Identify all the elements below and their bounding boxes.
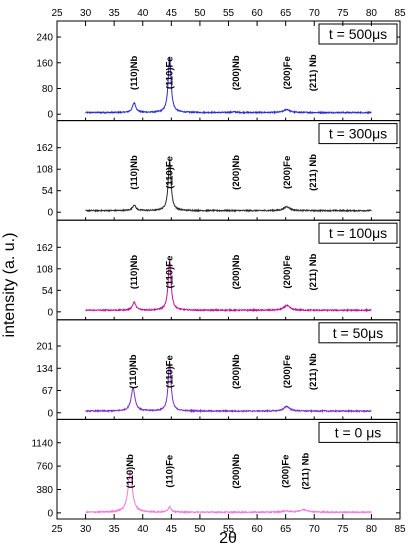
x-tick-label-bottom: 45 xyxy=(166,524,178,535)
peak-annotation: (110)Nb xyxy=(128,354,139,389)
x-tick-label-top: 30 xyxy=(80,8,92,19)
panel-1: 0 54 108 162 (110)Nb (110)Fe (200)Nb (200)Fe (21… xyxy=(36,120,401,221)
x-tick-label-top: 80 xyxy=(366,8,378,19)
peak-annotation: (200)Fe xyxy=(282,56,293,89)
x-axis: 25 25 30 30 35 35 40 40 45 45 50 50 55 55 60 60 65 65 70 70… xyxy=(51,8,406,535)
peak-annotation: (211) Nb xyxy=(308,54,319,91)
x-tick-label-top: 50 xyxy=(194,8,206,19)
y-tick-label: 162 xyxy=(36,243,53,254)
peak-annotation: (110)Nb xyxy=(129,255,140,290)
time-label: t = 500μs xyxy=(329,26,387,42)
panel-3: 0 67 134 201 (110)Nb (110)Fe (200)Nb (200)Fe (21… xyxy=(36,319,401,420)
peak-annotation: (211) Nb xyxy=(308,353,319,390)
peak-annotation: (200)Fe xyxy=(282,355,293,388)
x-tick-label-bottom: 80 xyxy=(366,524,378,535)
peak-annotation: (110)Nb xyxy=(125,454,136,489)
y-axis-label: intensity (a. u.) xyxy=(1,233,18,338)
y-tick-label: 201 xyxy=(36,342,53,353)
spectrum-line xyxy=(85,56,372,115)
x-tick-label-top: 40 xyxy=(137,8,149,19)
peak-annotation: (110)Nb xyxy=(129,55,140,90)
time-label-box xyxy=(318,123,398,145)
x-tick-label-bottom: 40 xyxy=(137,524,149,535)
time-label: t = 300μs xyxy=(329,126,387,142)
peak-annotation: (110)Fe xyxy=(165,156,176,189)
y-tick-label: 108 xyxy=(36,165,53,176)
x-tick-label-bottom: 30 xyxy=(80,524,92,535)
x-tick-label-top: 85 xyxy=(394,8,406,19)
peak-annotation: (200)Fe xyxy=(282,156,293,189)
peak-annotation: (200)Nb xyxy=(231,155,242,190)
y-tick-label: 160 xyxy=(36,58,53,69)
time-label-box xyxy=(318,421,398,443)
x-tick-label-bottom: 25 xyxy=(51,524,63,535)
peak-annotation: (200)Nb xyxy=(231,354,242,389)
time-label: t = 100μs xyxy=(329,225,387,241)
peak-annotation: (110)Fe xyxy=(165,256,176,289)
peak-annotation: (200)Nb xyxy=(231,254,242,289)
x-tick-label-bottom: 70 xyxy=(309,524,321,535)
y-tick-label: 134 xyxy=(36,364,53,375)
x-tick-label-top: 65 xyxy=(280,8,292,19)
time-label-box xyxy=(318,23,398,45)
y-tick-label: 108 xyxy=(36,264,53,275)
y-tick-label: 54 xyxy=(42,286,54,297)
panel-4: 0 380 760 1140 (110)Nb (110)Fe (200)Nb (200)Fe (… xyxy=(31,418,401,520)
x-tick-label-bottom: 65 xyxy=(280,524,292,535)
x-tick-label-top: 35 xyxy=(109,8,121,19)
y-tick-label: 0 xyxy=(47,408,53,419)
peak-annotation: (200)Fe xyxy=(282,255,293,288)
spectrum-line xyxy=(85,260,372,313)
x-tick-label-top: 60 xyxy=(252,8,264,19)
y-tick-label: 0 xyxy=(47,208,53,219)
x-tick-label-top: 55 xyxy=(223,8,235,19)
spectrum-line xyxy=(85,362,372,414)
y-tick-label: 0 xyxy=(47,110,53,121)
y-tick-label: 760 xyxy=(36,462,53,473)
spectrum-line xyxy=(85,160,372,213)
peak-annotation: (110)Fe xyxy=(165,455,176,488)
x-tick-label-bottom: 75 xyxy=(337,524,349,535)
peak-annotation: (110)Nb xyxy=(129,155,140,190)
x-tick-label-top: 75 xyxy=(337,8,349,19)
panel-2: 0 54 108 162 (110)Nb (110)Fe (200)Nb (200)Fe (21… xyxy=(36,219,401,321)
panels-group: 0 80 160 240 (110)Nb (110)Fe (200)Nb (200)Fe (21… xyxy=(31,20,401,520)
x-tick-label-top: 25 xyxy=(51,8,63,19)
peak-annotation: (110)Fe xyxy=(165,355,176,388)
x-tick-label-top: 70 xyxy=(309,8,321,19)
y-tick-label: 380 xyxy=(36,485,53,496)
y-tick-label: 240 xyxy=(36,33,53,44)
time-label: t = 50μs xyxy=(333,325,383,341)
time-label-box xyxy=(318,222,398,244)
peak-annotation: (200)Fe xyxy=(281,455,292,488)
x-tick-label-top: 45 xyxy=(166,8,178,19)
x-tick-label-bottom: 50 xyxy=(194,524,206,535)
x-tick-label-bottom: 85 xyxy=(394,524,406,535)
time-label: t = 0 μs xyxy=(335,424,382,440)
peak-annotation: (200)Nb xyxy=(231,454,242,489)
y-tick-label: 0 xyxy=(47,508,53,519)
spectrum-line xyxy=(85,470,372,515)
time-label-box xyxy=(318,322,398,344)
peak-annotation: (110)Fe xyxy=(165,56,176,89)
y-tick-label: 162 xyxy=(36,143,53,154)
peak-annotation: (211) Nb xyxy=(301,453,312,490)
x-axis-label: 2θ xyxy=(219,530,237,547)
x-tick-label-bottom: 55 xyxy=(223,524,235,535)
y-tick-label: 0 xyxy=(47,307,53,318)
peak-annotation: (200)Nb xyxy=(231,55,242,90)
y-tick-label: 1140 xyxy=(31,438,53,449)
panel-0: 0 80 160 240 (110)Nb (110)Fe (200)Nb (200)Fe (21… xyxy=(36,20,401,122)
peak-annotation: (211) Nb xyxy=(308,154,319,191)
y-tick-label: 67 xyxy=(42,386,54,397)
x-tick-label-bottom: 35 xyxy=(109,524,121,535)
y-tick-label: 54 xyxy=(42,186,54,197)
x-tick-label-bottom: 60 xyxy=(252,524,264,535)
peak-annotation: (211) Nb xyxy=(308,253,319,290)
y-tick-label: 80 xyxy=(42,84,54,95)
